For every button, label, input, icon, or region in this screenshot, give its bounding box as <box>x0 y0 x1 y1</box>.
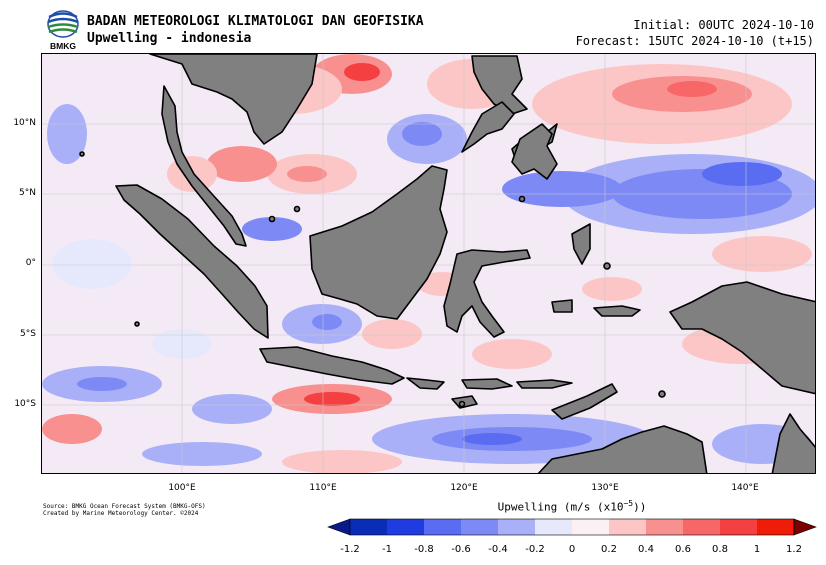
lat-label: 10°N <box>13 118 36 128</box>
lon-label: 130°E <box>591 483 619 493</box>
colorbar-tick-label: -1 <box>382 544 392 555</box>
land-luzon <box>471 55 528 115</box>
landmasses <box>79 54 815 473</box>
land-borneo <box>309 165 448 320</box>
colorbar-segment <box>683 519 721 535</box>
colorbar <box>327 518 817 536</box>
bmkg-logo: BMKG <box>47 10 79 51</box>
land-australia <box>537 425 708 473</box>
colorbar-tick-label: 0.2 <box>601 544 617 555</box>
land-visayas <box>461 101 515 153</box>
lat-label: 5°S <box>20 329 36 339</box>
lat-label: 10°S <box>14 399 36 409</box>
land-new-guinea <box>669 281 815 395</box>
land-malay-peninsula <box>161 85 247 247</box>
colorbar-tick-label: 1.2 <box>786 544 802 555</box>
forecast-time: Forecast: 15UTC 2024-10-10 (t+15) <box>575 34 814 48</box>
colorbar-segment <box>498 519 536 535</box>
colorbar-tick-label: 0.6 <box>675 544 691 555</box>
colorbar-frame <box>349 518 795 536</box>
colorbar-segment <box>757 519 795 535</box>
colorbar-segment <box>646 519 684 535</box>
org-name: BADAN METEOROLOGI KLIMATOLOGI DAN GEOFIS… <box>87 14 424 29</box>
lon-label: 120°E <box>450 483 478 493</box>
lon-label: 140°E <box>731 483 759 493</box>
colorbar-segment <box>572 519 610 535</box>
land-mindanao-east <box>511 123 558 180</box>
colorbar-tick-label: -0.2 <box>525 544 545 555</box>
land-island <box>134 321 140 327</box>
colorbar-title: Upwelling (m/s (x10−5)) <box>497 499 647 514</box>
lon-label: 100°E <box>168 483 196 493</box>
credit-line: Created by Marine Meteorology Center. ©2… <box>43 510 199 517</box>
upwelling-map <box>42 54 815 473</box>
colorbar-tick-label: -1.2 <box>340 544 360 555</box>
colorbar-segment <box>424 519 462 535</box>
land-island <box>658 390 666 398</box>
land-island <box>518 195 526 203</box>
lat-label: 5°N <box>19 188 36 198</box>
colorbar-segment <box>461 519 499 535</box>
colorbar-tick-label: 0 <box>568 544 576 555</box>
colorbar-tick-label: 0.8 <box>712 544 728 555</box>
run-info: Initial: 00UTC 2024-10-10 Forecast: 15UT… <box>576 17 814 49</box>
land-sumatra <box>115 184 269 339</box>
colorbar-segment <box>535 519 573 535</box>
product-title: Upwelling - indonesia <box>87 31 252 46</box>
colorbar-over-arrow <box>793 518 817 536</box>
svg-text:BMKG: BMKG <box>50 41 76 51</box>
land-timor <box>551 383 618 420</box>
colorbar-tick-label: -0.6 <box>451 544 471 555</box>
land-island <box>458 400 466 408</box>
map-panel <box>41 53 816 474</box>
land-island <box>603 262 611 270</box>
colorbar-tick-label: -0.8 <box>414 544 434 555</box>
land-island <box>293 205 301 213</box>
land-island <box>79 151 85 157</box>
colorbar-segment <box>720 519 758 535</box>
source-credit: Source: BMKG Ocean Forecast System (BMKG… <box>43 503 206 517</box>
land-java <box>259 346 405 385</box>
land-cape-york <box>771 413 815 473</box>
colorbar-segment <box>350 519 388 535</box>
colorbar-tick-label: -0.4 <box>488 544 508 555</box>
land-halmahera <box>571 223 591 265</box>
lon-label: 110°E <box>309 483 337 493</box>
land-flores <box>516 379 573 389</box>
colorbar-under-arrow <box>327 518 351 536</box>
land-indochina <box>149 54 318 145</box>
land-island <box>268 215 276 223</box>
land-sulawesi <box>443 249 531 338</box>
initial-time: Initial: 00UTC 2024-10-10 <box>633 18 814 32</box>
source-line: Source: BMKG Ocean Forecast System (BMKG… <box>43 503 206 510</box>
lat-label: 0° <box>25 258 36 268</box>
land-buru <box>551 299 573 313</box>
colorbar-segment <box>609 519 647 535</box>
colorbar-tick-label: 1 <box>753 544 761 555</box>
colorbar-segment <box>387 519 425 535</box>
land-seram <box>593 305 641 317</box>
land-bali-lombok <box>406 377 445 390</box>
colorbar-tick-label: 0.4 <box>638 544 654 555</box>
land-sumbawa <box>461 378 513 390</box>
